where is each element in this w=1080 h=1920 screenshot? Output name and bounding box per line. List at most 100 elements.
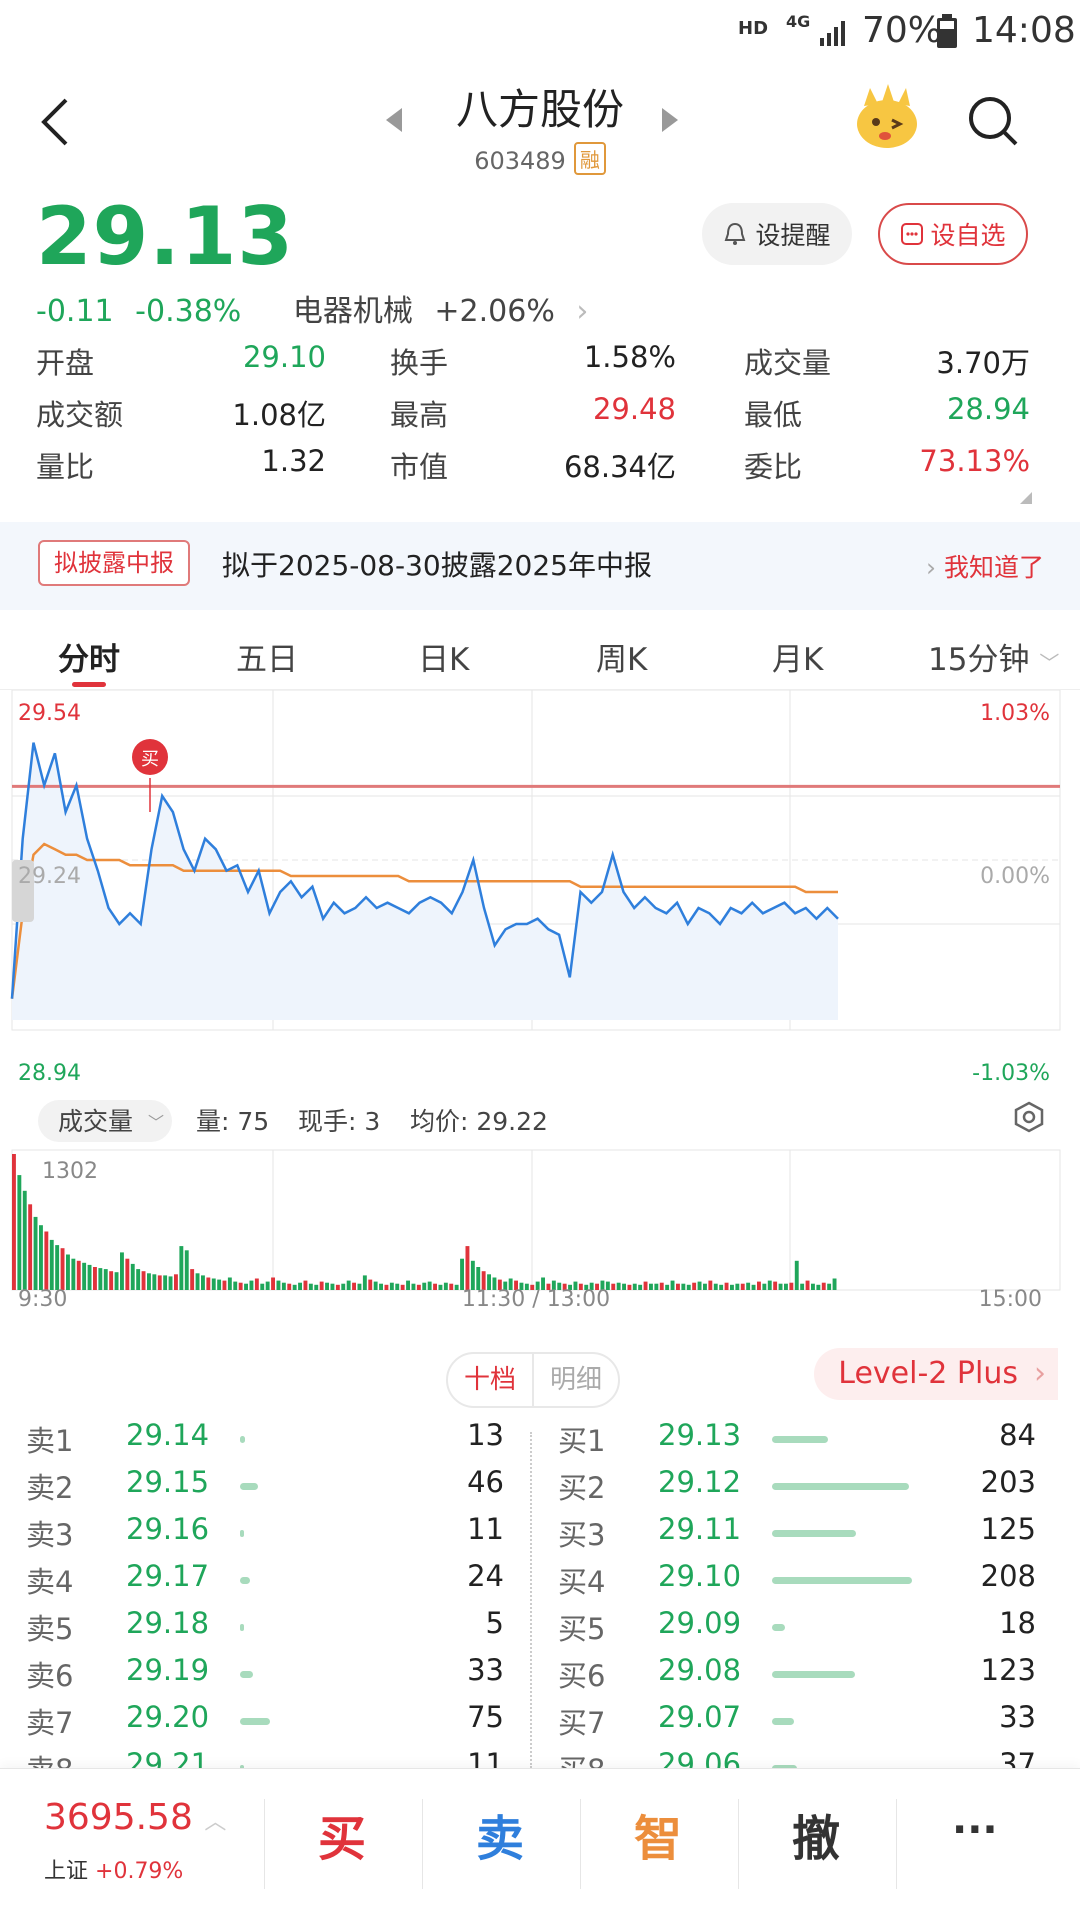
- buy-level-row[interactable]: 买8 29.06 37: [558, 1747, 1078, 1768]
- volume-bar: [519, 1282, 524, 1290]
- volume-bar: [492, 1277, 497, 1290]
- next-stock-icon[interactable]: [660, 106, 680, 134]
- level-label: 卖6: [26, 1659, 74, 1693]
- level-label: 卖7: [26, 1706, 74, 1740]
- volume-bar: [541, 1277, 545, 1290]
- volume-bar: [136, 1269, 141, 1290]
- prev-stock-icon[interactable]: [384, 106, 404, 134]
- chart-scroll-handle[interactable]: [12, 860, 34, 922]
- volume-bar: [71, 1258, 76, 1290]
- sell-level-row[interactable]: 卖1 29.14 13: [26, 1418, 546, 1464]
- stock-name: 八方股份: [455, 85, 624, 134]
- battery-percent: 70%: [862, 10, 943, 51]
- sell-level-row[interactable]: 卖4 29.17 24: [26, 1559, 546, 1605]
- buy-level-row[interactable]: 买1 29.13 84: [558, 1418, 1078, 1464]
- price-high-label: 29.54: [18, 701, 81, 726]
- tab-trade-detail[interactable]: 明细: [549, 1365, 602, 1395]
- volume-bar: [222, 1280, 227, 1290]
- buy-level-row[interactable]: 买6 29.08 123: [558, 1653, 1078, 1699]
- tab-daily-k[interactable]: 日K: [418, 642, 470, 678]
- volume-header: 成交量 ﹀ 量: 75 现手: 3 均价: 29.22: [38, 1100, 1044, 1142]
- industry-link[interactable]: 电器机械 +2.06% ›: [293, 294, 601, 329]
- level-price: 29.15: [126, 1465, 210, 1499]
- divider: [580, 1799, 581, 1889]
- sell-level-row[interactable]: 卖8 29.21 11: [26, 1747, 546, 1768]
- level-volume-bar: [772, 1624, 785, 1631]
- add-watchlist-button[interactable]: 设自选: [878, 203, 1028, 265]
- volume-bar: [98, 1268, 103, 1290]
- volume-bar: [460, 1258, 464, 1290]
- stat-label: 委比: [744, 450, 803, 484]
- buy-level-row[interactable]: 买5 29.09 18: [558, 1606, 1078, 1652]
- buy-level-row[interactable]: 买2 29.12 203: [558, 1465, 1078, 1511]
- add-watchlist-label: 设自选: [930, 221, 1006, 250]
- buy-button[interactable]: 买: [318, 1811, 367, 1867]
- volume-bar: [308, 1283, 313, 1290]
- price-area-fill: [12, 742, 838, 1020]
- tab-monthly-k[interactable]: 月K: [772, 642, 824, 678]
- level-volume-bar: [772, 1577, 912, 1584]
- search-icon[interactable]: [966, 94, 1022, 150]
- level-label: 买8: [558, 1747, 605, 1768]
- level-label: 买6: [558, 1659, 606, 1693]
- indicator-selector[interactable]: [38, 1100, 172, 1142]
- volume-bar: [66, 1254, 70, 1290]
- level-price: 29.17: [126, 1559, 210, 1593]
- sell-level-row[interactable]: 卖6 29.19 33: [26, 1653, 546, 1699]
- smart-order-button[interactable]: 智: [634, 1811, 683, 1867]
- set-alert-button[interactable]: 设提醒: [702, 203, 852, 265]
- tab-15min[interactable]: 15分钟 ﹀: [928, 634, 1059, 679]
- sell-level-row[interactable]: 卖2 29.15 46: [26, 1465, 546, 1511]
- volume-bar: [141, 1271, 146, 1290]
- indicator-selector-label: 成交量: [58, 1107, 133, 1136]
- level-label: 卖2: [26, 1471, 74, 1505]
- volume-bar: [627, 1284, 632, 1290]
- cancel-order-button[interactable]: 撤: [792, 1811, 841, 1867]
- volume-bar: [362, 1275, 367, 1290]
- volume-bar: [103, 1269, 108, 1290]
- sell-level-row[interactable]: 卖7 29.20 75: [26, 1700, 546, 1746]
- volume-bar: [206, 1277, 211, 1290]
- level-label: 卖3: [26, 1518, 74, 1552]
- tab-ten-levels[interactable]: 十档: [448, 1354, 534, 1406]
- stock-header: 八方股份 603489 融: [0, 64, 1080, 184]
- sell-level-row[interactable]: 卖5 29.18 5: [26, 1606, 546, 1652]
- volume-bar: [384, 1284, 389, 1290]
- volume-bar: [314, 1284, 319, 1290]
- tab-intraday[interactable]: 分时: [58, 642, 120, 678]
- buy-marker[interactable]: 买: [132, 739, 168, 812]
- intraday-chart[interactable]: 29.54 29.24 28.94 1.03% 0.00% -1.03% 买 成…: [0, 690, 1080, 1340]
- buy-level-row[interactable]: 买4 29.10 208: [558, 1559, 1078, 1605]
- level2-plus-button[interactable]: Level-2 Plus ›: [814, 1348, 1058, 1400]
- buy-level-row[interactable]: 买3 29.11 125: [558, 1512, 1078, 1558]
- volume-bar: [406, 1280, 410, 1290]
- volume-bar: [49, 1239, 54, 1290]
- level-volume: 33: [467, 1653, 504, 1687]
- orderbook-toggle: 十档 明细: [446, 1352, 620, 1408]
- volume-bar: [157, 1275, 162, 1290]
- sell-level-row[interactable]: 卖3 29.16 11: [26, 1512, 546, 1558]
- index-value[interactable]: 3695.58 ︿: [44, 1797, 226, 1838]
- divider: [264, 1799, 265, 1889]
- volume-bar: [638, 1284, 643, 1290]
- mascot-icon[interactable]: [852, 84, 922, 154]
- tab-five-day[interactable]: 五日: [236, 642, 298, 678]
- tab-weekly-k[interactable]: 周K: [596, 642, 648, 678]
- back-icon[interactable]: [36, 94, 76, 150]
- settings-icon[interactable]: [1014, 1101, 1044, 1133]
- volume-bar: [93, 1267, 97, 1290]
- volume-bar: [665, 1284, 670, 1290]
- more-button[interactable]: ···: [952, 1807, 998, 1853]
- sell-button[interactable]: 卖: [476, 1811, 525, 1867]
- volume-bar: [152, 1274, 157, 1290]
- battery-icon: [937, 14, 957, 48]
- level-price: 29.06: [658, 1747, 742, 1768]
- buy-level-row[interactable]: 买7 29.07 33: [558, 1700, 1078, 1746]
- stat-label: 量比: [36, 450, 95, 484]
- hd-indicator: HD: [738, 18, 769, 39]
- dismiss-notice-button[interactable]: › 我知道了: [926, 548, 1044, 584]
- expand-corner-icon[interactable]: [1020, 492, 1032, 504]
- level-volume: 125: [980, 1512, 1036, 1546]
- level-volume-bar: [240, 1436, 245, 1443]
- volume-bar: [622, 1283, 626, 1290]
